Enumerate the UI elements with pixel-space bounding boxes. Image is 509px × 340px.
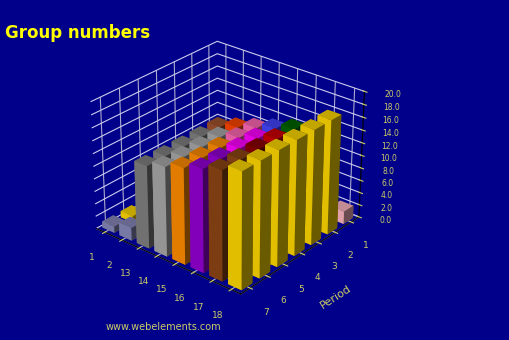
Text: www.webelements.com: www.webelements.com	[105, 322, 220, 332]
Y-axis label: Period: Period	[318, 283, 353, 310]
Text: Group numbers: Group numbers	[5, 24, 150, 42]
